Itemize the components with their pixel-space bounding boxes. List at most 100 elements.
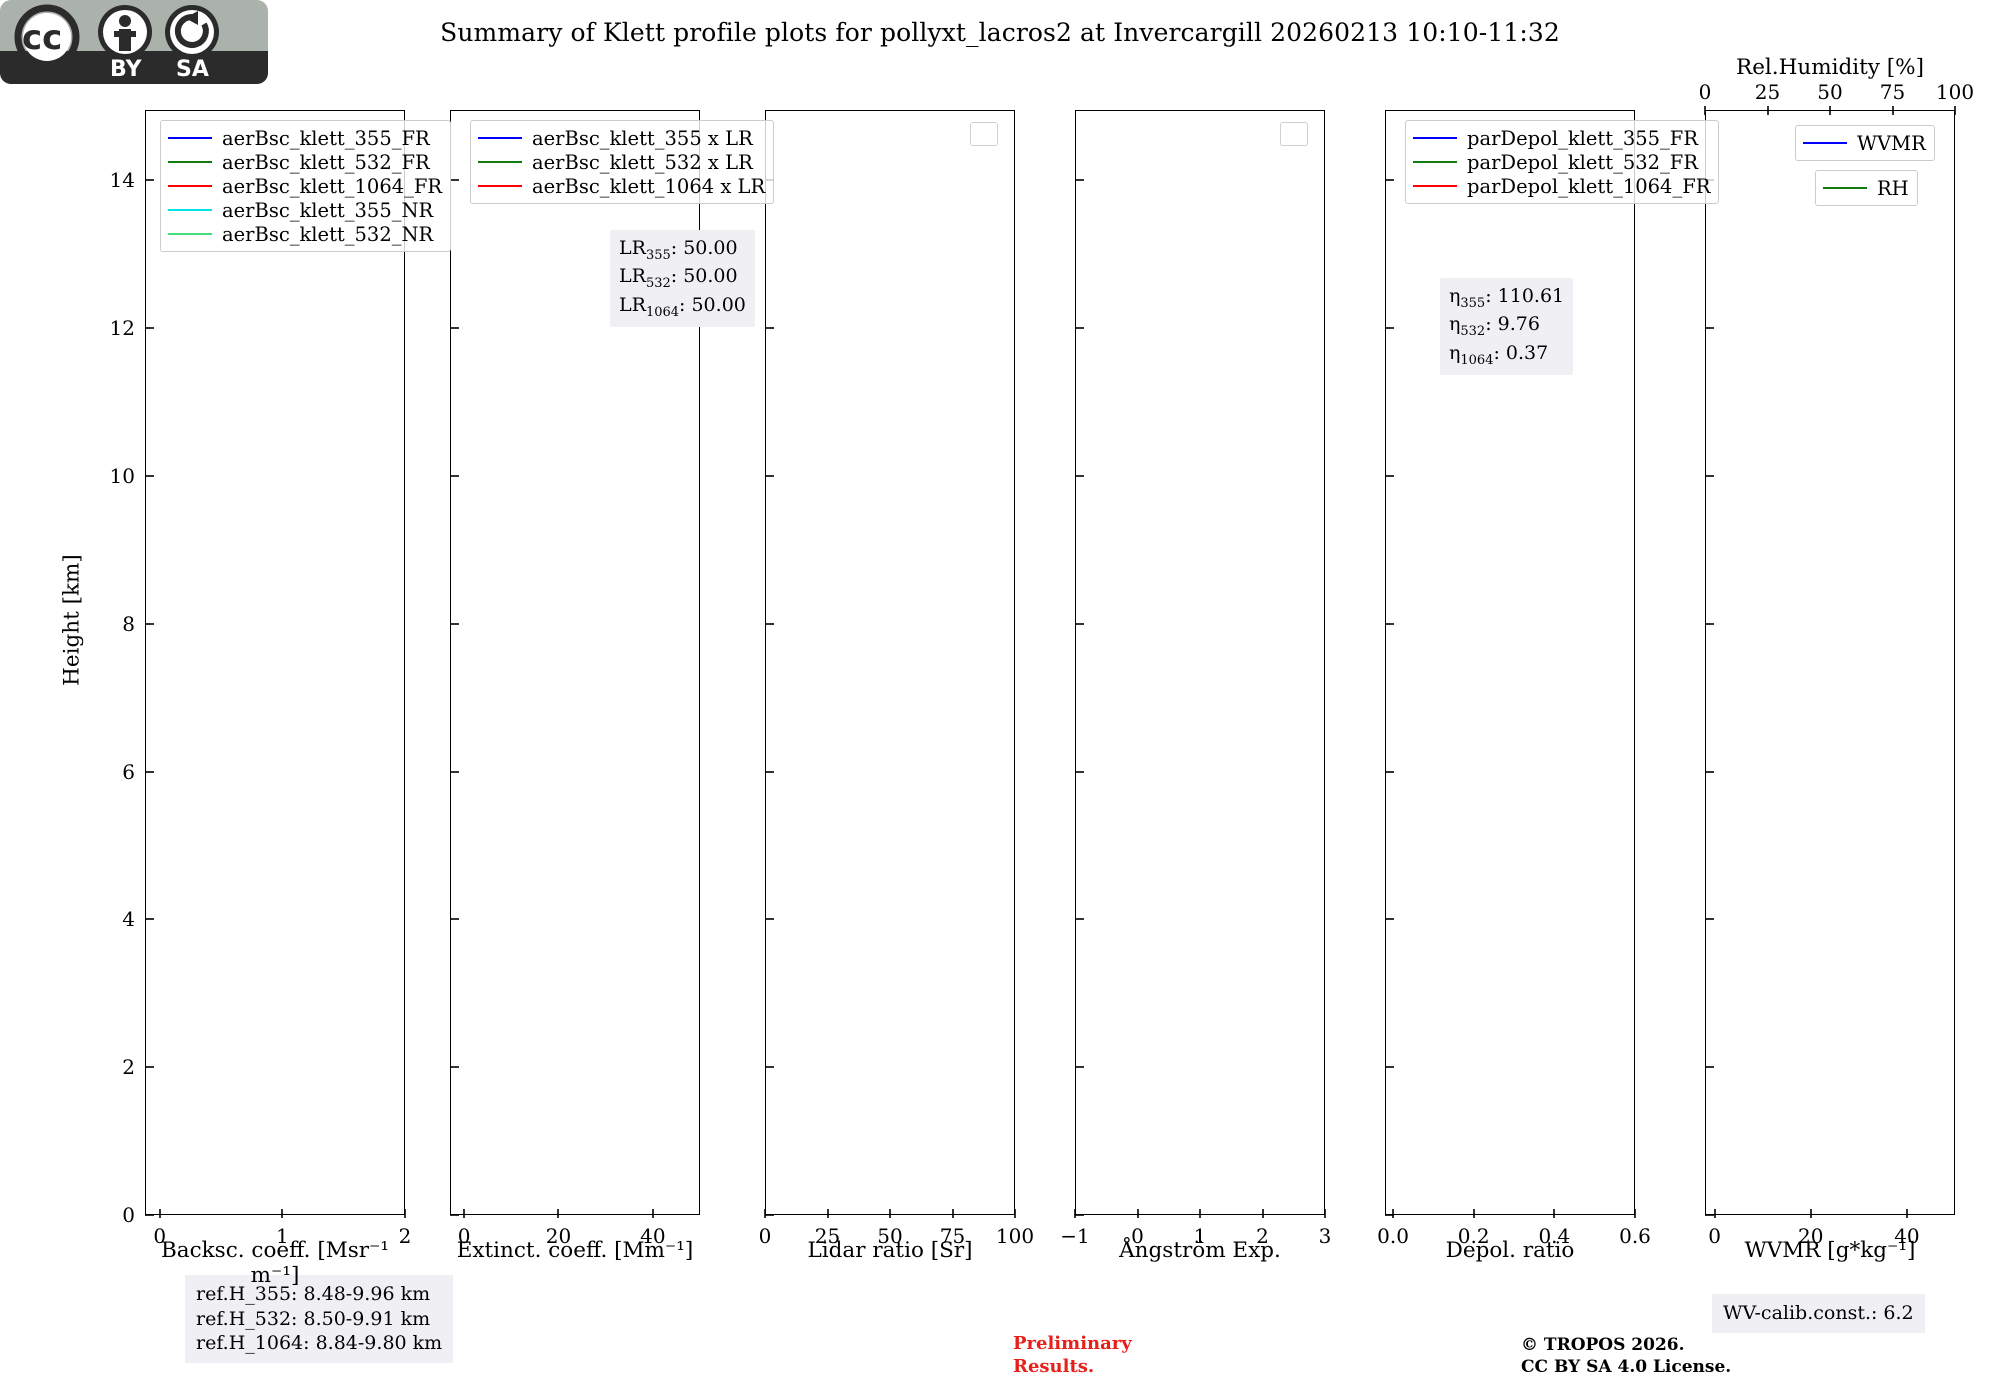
x-tick-mark <box>399 1209 411 1218</box>
legend-WVMR[interactable]: WVMR <box>1795 125 1935 161</box>
legend-placeholder-lidar-ratio[interactable] <box>970 122 998 146</box>
legend-row: aerBsc_klett_355_NR <box>168 198 442 222</box>
y-tick-mark <box>450 913 459 925</box>
legend-row: RH <box>1823 176 1909 200</box>
wv-calib-box: WV-calib.const.: 6.2 <box>1712 1294 1925 1333</box>
legend-row: parDepol_klett_355_FR <box>1413 126 1710 150</box>
x-tick-mark <box>154 1209 166 1218</box>
y-tick: 8 <box>122 612 135 636</box>
x-tick-mark <box>1132 1209 1144 1218</box>
by-person-icon <box>98 5 152 59</box>
legend-line-icon <box>168 137 212 139</box>
y-axis-label: Height [km] <box>60 554 85 686</box>
legend-row: aerBsc_klett_532_FR <box>168 150 442 174</box>
y-tick-mark <box>1075 618 1084 630</box>
annotation-line: η355: 110.61 <box>1449 284 1564 312</box>
x-tick-mark <box>647 1209 659 1218</box>
top-x-tick: 75 <box>1880 80 1905 104</box>
legend-line-icon <box>1413 137 1457 139</box>
x-tick-mark <box>276 1209 288 1218</box>
annotation-line: LR355: 50.00 <box>619 236 746 264</box>
preliminary-line-1: Preliminary <box>1013 1333 1132 1356</box>
x-tick-mark <box>1009 1209 1021 1218</box>
legend-label: aerBsc_klett_532 x LR <box>532 151 753 174</box>
y-tick: 2 <box>122 1055 135 1079</box>
x-axis-label-angstroem: Ångström Exp. <box>1075 1238 1325 1263</box>
legend-line-icon <box>168 233 212 235</box>
annotation-line: η1064: 0.37 <box>1449 341 1564 369</box>
y-tick-mark <box>145 322 154 334</box>
y-tick-mark <box>450 1061 459 1073</box>
legend-row: WVMR <box>1803 131 1926 155</box>
sa-share-alike-icon <box>165 5 219 59</box>
sa-text: SA <box>176 57 209 82</box>
y-tick-mark <box>1075 174 1084 186</box>
top-x-tick: 25 <box>1755 80 1780 104</box>
legend-row: aerBsc_klett_355 x LR <box>478 126 765 150</box>
legend-line-icon <box>478 161 522 163</box>
top-x-tick-mark <box>1762 106 1774 115</box>
x-tick-mark <box>1387 1209 1399 1218</box>
legend-label: aerBsc_klett_355_FR <box>222 127 430 150</box>
x-tick-mark <box>1548 1209 1560 1218</box>
x-tick-mark <box>1709 1209 1721 1218</box>
legend-label: RH <box>1877 177 1909 200</box>
legend-line-icon <box>168 161 212 163</box>
y-tick-mark <box>765 470 774 482</box>
legend-line-icon <box>1413 161 1457 163</box>
x-tick-mark <box>884 1209 896 1218</box>
x-tick-mark <box>1069 1209 1081 1218</box>
plot-frame-angstroem <box>1075 110 1325 1215</box>
y-tick: 0 <box>122 1203 135 1227</box>
x-tick-mark <box>1257 1209 1269 1218</box>
y-tick-mark <box>145 913 154 925</box>
y-tick-mark <box>145 1061 154 1073</box>
x-axis-label-extinction: Extinct. coeff. [Mm⁻¹] <box>450 1238 700 1263</box>
y-tick-mark <box>765 1061 774 1073</box>
legend-label: parDepol_klett_1064_FR <box>1467 175 1710 198</box>
legend-depol-ratio[interactable]: parDepol_klett_355_FR parDepol_klett_532… <box>1405 120 1719 204</box>
y-tick-mark <box>1705 322 1714 334</box>
preliminary-line-2: Results. <box>1013 1356 1132 1378</box>
y-tick-mark <box>765 322 774 334</box>
legend-label: aerBsc_klett_532_NR <box>222 223 433 246</box>
legend-RH[interactable]: RH <box>1815 170 1918 206</box>
x-tick-mark <box>822 1209 834 1218</box>
y-tick-mark <box>1385 322 1394 334</box>
legend-extinction[interactable]: aerBsc_klett_355 x LR aerBsc_klett_532 x… <box>470 120 774 204</box>
legend-label: aerBsc_klett_1064_FR <box>222 175 442 198</box>
y-tick-mark <box>145 1209 154 1221</box>
top-x-tick: 0 <box>1699 80 1712 104</box>
ref-height-box: ref.H_355: 8.48-9.96 km ref.H_532: 8.50-… <box>185 1275 453 1363</box>
top-x-tick-mark <box>1699 106 1711 115</box>
y-tick-mark <box>1705 1061 1714 1073</box>
y-tick-mark <box>1075 1061 1084 1073</box>
y-tick-mark <box>1705 766 1714 778</box>
x-tick-mark <box>947 1209 959 1218</box>
y-tick-mark <box>145 470 154 482</box>
y-tick-mark <box>1705 470 1714 482</box>
legend-row: aerBsc_klett_1064_FR <box>168 174 442 198</box>
page-title: Summary of Klett profile plots for polly… <box>0 18 2000 47</box>
legend-label: aerBsc_klett_355_NR <box>222 199 433 222</box>
legend-line-icon <box>1413 185 1457 187</box>
x-tick-mark <box>1901 1209 1913 1218</box>
y-tick-mark <box>450 322 459 334</box>
legend-label: aerBsc_klett_1064 x LR <box>532 175 765 198</box>
preliminary-results-note: Preliminary Results. <box>1013 1333 1132 1378</box>
legend-backscatter[interactable]: aerBsc_klett_355_FR aerBsc_klett_532_FR … <box>160 120 451 252</box>
x-axis-label-wvmr-rh: WVMR [g*kg⁻¹] <box>1705 1238 1955 1263</box>
legend-placeholder-angstroem[interactable] <box>1280 122 1308 146</box>
y-tick-mark <box>765 618 774 630</box>
y-tick-mark <box>1385 913 1394 925</box>
legend-line-icon <box>478 137 522 139</box>
legend-row: aerBsc_klett_532_NR <box>168 222 442 246</box>
y-tick-mark <box>450 470 459 482</box>
top-x-tick: 50 <box>1817 80 1842 104</box>
legend-row: parDepol_klett_1064_FR <box>1413 174 1710 198</box>
